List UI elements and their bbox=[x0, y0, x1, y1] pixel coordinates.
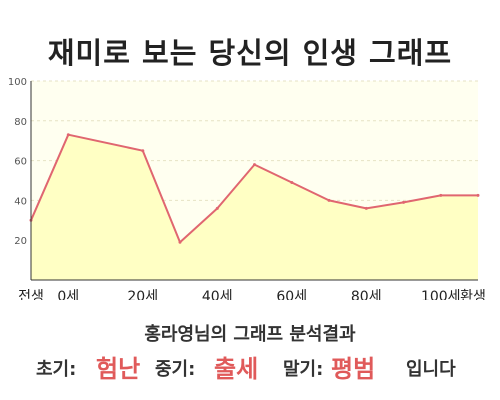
x-tick-label: 0세 bbox=[57, 289, 79, 300]
x-tick-label: 40세 bbox=[202, 289, 233, 300]
data-point bbox=[215, 206, 219, 210]
y-tick-label: 60 bbox=[14, 157, 27, 168]
data-point bbox=[364, 206, 368, 210]
y-tick-label: 20 bbox=[14, 236, 27, 247]
life-area-fill bbox=[31, 134, 478, 280]
x-tick-label: 100세 bbox=[421, 289, 461, 300]
y-tick-label: 80 bbox=[14, 117, 27, 128]
life-series-line bbox=[30, 133, 478, 244]
data-point bbox=[439, 193, 443, 197]
x-axis-ticks: 전생 0세 20세 40세 60세 80세 100세 환생 bbox=[18, 289, 486, 300]
x-tick-label: 전생 bbox=[18, 289, 44, 300]
late-label: 말기: bbox=[283, 359, 324, 380]
closing-text: 입니다 bbox=[406, 359, 456, 380]
data-point bbox=[402, 200, 405, 204]
life-graph-chart: 20 40 60 80 100 전생 0세 20세 40세 60세 80세 100세 환생 bbox=[8, 77, 486, 300]
data-point bbox=[327, 198, 331, 202]
data-point bbox=[476, 193, 480, 197]
mid-label: 중기: bbox=[155, 359, 196, 380]
y-tick-label: 40 bbox=[14, 196, 27, 207]
early-value: 험난 bbox=[96, 355, 141, 383]
data-point bbox=[141, 149, 145, 153]
x-tick-label: 60세 bbox=[276, 289, 307, 300]
late-value: 평범 bbox=[331, 355, 376, 383]
page-title: 재미로 보는 당신의 인생 그래프 bbox=[47, 36, 453, 70]
x-tick-label: 20세 bbox=[127, 289, 158, 300]
data-point bbox=[253, 163, 256, 167]
analysis-result-row: 초기: 험난 중기: 출세 말기: 평범 입니다 bbox=[0, 345, 500, 385]
data-point bbox=[290, 181, 294, 184]
x-tick-label: 환생 bbox=[460, 289, 486, 300]
analysis-heading: 홍라영님의 그래프 분석결과 bbox=[144, 324, 356, 345]
data-point bbox=[178, 240, 182, 244]
early-label: 초기: bbox=[36, 359, 77, 380]
data-point bbox=[66, 133, 70, 137]
y-axis-ticks: 20 40 60 80 100 bbox=[8, 77, 27, 247]
mid-value: 출세 bbox=[214, 355, 259, 383]
x-tick-label: 80세 bbox=[351, 289, 382, 300]
y-tick-label: 100 bbox=[8, 77, 27, 88]
